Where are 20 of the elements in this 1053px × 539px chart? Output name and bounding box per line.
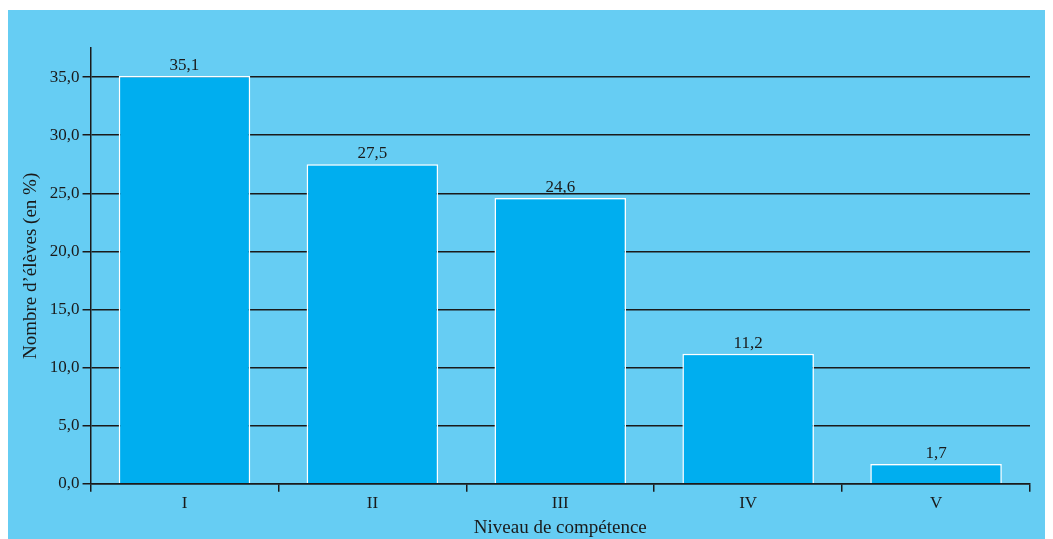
data-label: 35,1 — [169, 54, 200, 74]
y-tick-label: 20,0 — [49, 240, 80, 260]
x-tick-label: I — [181, 493, 188, 513]
y-tick-label: 25,0 — [49, 182, 80, 202]
y-tick-label: 15,0 — [49, 298, 80, 318]
x-tick-label: II — [366, 493, 379, 513]
y-tick-label: 0,0 — [58, 473, 80, 493]
y-tick-label: 5,0 — [58, 415, 80, 435]
data-label: 24,6 — [545, 176, 576, 196]
x-tick-label: III — [551, 493, 570, 513]
data-label: 27,5 — [357, 143, 388, 163]
data-label: 11,2 — [733, 332, 763, 352]
x-tick-label: IV — [739, 493, 758, 513]
data-label: 1,7 — [925, 443, 948, 463]
y-tick-label: 10,0 — [49, 357, 80, 377]
x-tick-label: V — [929, 493, 943, 513]
x-axis-title: Niveau de compétence — [473, 515, 647, 537]
y-axis-title: Nombre d’élèves (en %) — [19, 172, 42, 360]
y-tick-label: 35,0 — [49, 66, 80, 86]
y-tick-label: 30,0 — [49, 124, 80, 144]
